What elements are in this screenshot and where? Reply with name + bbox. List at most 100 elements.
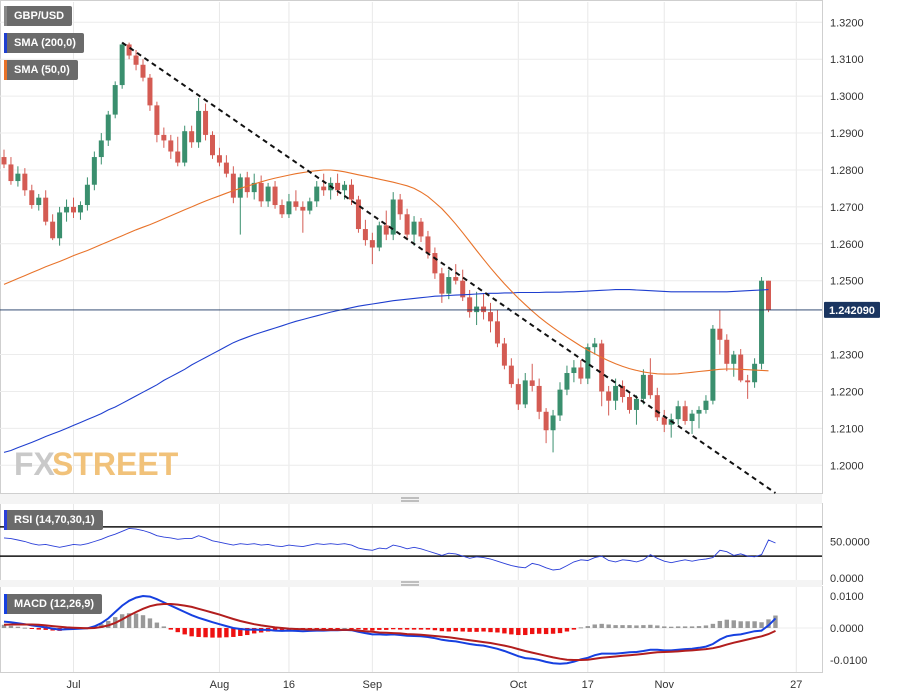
macd-histogram-bar — [655, 625, 660, 628]
resistance-trendline — [121, 41, 777, 494]
bearish-candle — [766, 280, 771, 310]
bullish-candle — [689, 413, 695, 422]
macd-histogram-bar — [22, 627, 28, 629]
macd-histogram-bar — [210, 628, 215, 638]
macd-histogram-bar — [564, 628, 570, 632]
bearish-candle — [279, 205, 285, 215]
bearish-candle — [43, 197, 49, 222]
legend-rsi-swatch — [4, 510, 7, 530]
bearish-candle — [168, 140, 174, 152]
bullish-candle — [286, 201, 292, 215]
bearish-candle — [147, 77, 153, 106]
macd-histogram-bar — [682, 626, 688, 628]
bullish-candle — [446, 277, 452, 294]
macd-histogram-bar — [675, 626, 681, 628]
bearish-candle — [210, 134, 215, 156]
macd-histogram-bar — [446, 628, 451, 632]
macd-histogram-bar — [349, 628, 354, 629]
bullish-candle — [633, 398, 639, 410]
pane-separator — [0, 494, 822, 504]
macd-histogram-bar — [495, 628, 500, 633]
legend-sma50-label: SMA (50,0) — [14, 64, 70, 76]
macd-histogram-bar — [641, 625, 646, 628]
x-tick-label: Aug — [210, 679, 230, 691]
bearish-candle — [439, 273, 445, 294]
macd-histogram-bar — [1, 624, 7, 628]
bullish-candle — [731, 354, 737, 364]
macd-histogram-bar — [662, 626, 667, 628]
bullish-candle — [564, 373, 570, 390]
bearish-candle — [460, 280, 466, 298]
macd-histogram-bar — [8, 625, 14, 628]
macd-histogram-bar — [536, 628, 542, 634]
price-y-tick-label: 1.2100 — [830, 423, 864, 435]
bearish-candle — [161, 134, 167, 141]
price-panel-frame — [0, 0, 823, 494]
bearish-candle — [578, 367, 584, 379]
bullish-candle — [522, 380, 528, 405]
bearish-candle — [654, 395, 660, 418]
bullish-candle — [376, 225, 382, 248]
macd-histogram-bar — [474, 628, 479, 632]
legend-sma200-swatch — [4, 33, 7, 53]
macd-histogram-bar — [613, 625, 618, 628]
x-tick-label: 16 — [283, 679, 295, 691]
macd-histogram-bar — [759, 622, 764, 628]
bullish-candle — [119, 44, 125, 86]
macd-histogram-bar — [175, 628, 180, 633]
sma-200-line — [3, 289, 769, 453]
bearish-candle — [529, 380, 535, 386]
macd-histogram-bar — [592, 624, 597, 628]
bearish-candle — [22, 173, 28, 191]
macd-histogram-bar — [15, 626, 21, 628]
legend-sma50-tag: SMA (50,0) — [4, 60, 78, 80]
bearish-candle — [494, 321, 500, 344]
bearish-candle — [50, 221, 56, 239]
bearish-candle — [432, 253, 438, 274]
macd-histogram-bar — [550, 628, 556, 634]
macd-histogram-bar — [397, 628, 403, 630]
macd-histogram-bar — [467, 628, 472, 632]
price-y-tick-label: 1.2700 — [830, 202, 864, 214]
bullish-candle — [759, 280, 765, 364]
bullish-candle — [307, 201, 313, 211]
macd-histogram-bar — [43, 628, 48, 630]
macd-line — [3, 594, 777, 665]
bullish-candle — [251, 182, 257, 193]
price-y-tick-label: 1.2500 — [830, 276, 864, 288]
macd-histogram-bar — [140, 615, 146, 628]
macd-histogram-bar — [585, 626, 590, 628]
bearish-candle — [175, 151, 181, 163]
bullish-candle — [36, 197, 42, 206]
macd-histogram-bar — [224, 628, 229, 638]
macd-y-tick-label: -0.0100 — [830, 655, 867, 667]
macd-histogram-bar — [703, 625, 709, 628]
bearish-candle — [244, 177, 250, 193]
bearish-candle — [606, 391, 612, 401]
sma-50-line — [3, 169, 769, 375]
bullish-candle — [77, 205, 83, 213]
legend-macd-swatch — [4, 594, 7, 614]
macd-histogram-bar — [606, 624, 611, 628]
macd-histogram-bar — [133, 613, 139, 628]
legend-gbpusd-swatch — [4, 6, 7, 26]
bullish-candle — [640, 374, 646, 399]
macd-histogram-bar — [530, 628, 535, 635]
bearish-candle — [515, 384, 521, 405]
macd-y-tick-label: 0.0000 — [830, 623, 864, 635]
x-tick-label: 17 — [582, 679, 594, 691]
macd-histogram-bar — [119, 614, 125, 628]
last-price-tag — [824, 301, 880, 318]
macd-histogram-bar — [29, 628, 34, 629]
bearish-candle — [481, 306, 487, 313]
legend-sma50-swatch — [4, 60, 7, 80]
macd-histogram-bar — [411, 628, 417, 630]
bearish-candle — [216, 155, 222, 163]
macd-histogram-bar — [578, 627, 584, 629]
bullish-candle — [237, 177, 243, 198]
bearish-candle — [189, 131, 195, 143]
bearish-candle — [300, 206, 306, 211]
bullish-candle — [64, 206, 70, 213]
